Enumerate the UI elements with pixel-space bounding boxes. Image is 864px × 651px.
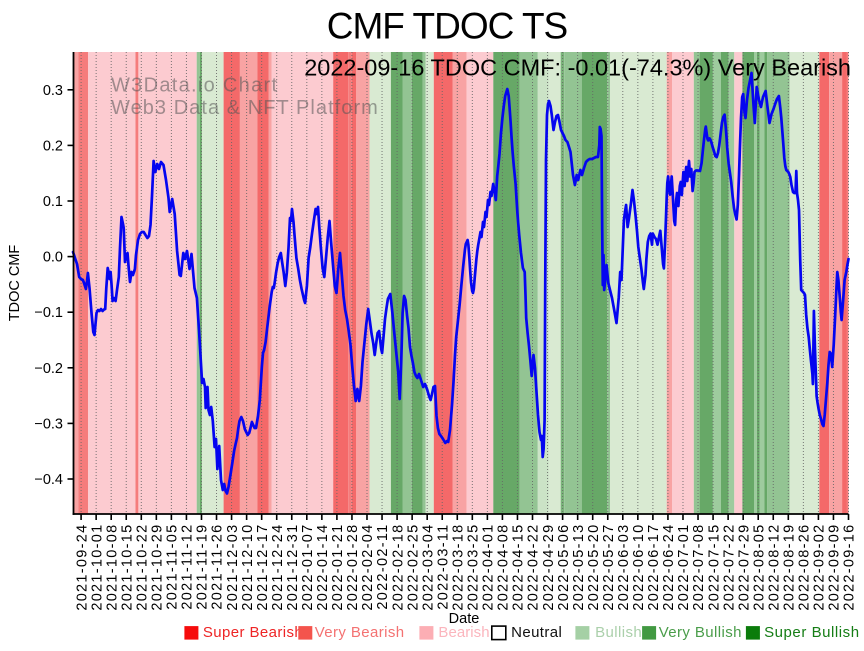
svg-text:−0.2: −0.2 — [34, 361, 63, 377]
svg-text:Neutral: Neutral — [511, 624, 562, 641]
svg-text:W3Data.io Chart: W3Data.io Chart — [111, 75, 278, 97]
svg-text:2022-08-26: 2022-08-26 — [797, 524, 813, 611]
svg-text:2022-05-06: 2022-05-06 — [556, 524, 572, 611]
svg-text:−0.4: −0.4 — [34, 472, 63, 488]
svg-text:CMF TDOC TS: CMF TDOC TS — [327, 6, 567, 47]
svg-text:2022-02-11: 2022-02-11 — [375, 524, 391, 610]
svg-text:−0.1: −0.1 — [34, 305, 63, 321]
svg-text:2022-06-03: 2022-06-03 — [616, 524, 632, 611]
svg-text:TDOC CMF: TDOC CMF — [7, 245, 23, 322]
svg-text:2022-04-15: 2022-04-15 — [511, 524, 527, 611]
svg-text:2021-12-10: 2021-12-10 — [240, 524, 256, 611]
svg-text:2022-01-07: 2022-01-07 — [300, 524, 316, 611]
svg-text:2022-09-02: 2022-09-02 — [812, 524, 828, 611]
svg-text:2022-06-17: 2022-06-17 — [646, 524, 662, 611]
svg-text:Date: Date — [449, 611, 480, 627]
svg-text:Very Bullish: Very Bullish — [659, 624, 742, 641]
svg-text:2022-06-10: 2022-06-10 — [631, 524, 647, 611]
svg-text:2022-01-14: 2022-01-14 — [315, 524, 331, 611]
svg-text:2021-11-12: 2021-11-12 — [180, 524, 196, 610]
svg-text:2022-07-15: 2022-07-15 — [706, 524, 722, 611]
svg-text:−0.3: −0.3 — [34, 416, 63, 432]
svg-text:2022-07-08: 2022-07-08 — [691, 524, 707, 611]
svg-text:0.1: 0.1 — [43, 194, 63, 210]
svg-text:2022-03-11: 2022-03-11 — [435, 524, 451, 610]
svg-text:2022-03-04: 2022-03-04 — [420, 524, 436, 611]
svg-text:2022-04-29: 2022-04-29 — [541, 524, 557, 611]
svg-text:2022-04-08: 2022-04-08 — [496, 524, 512, 611]
svg-text:2021-10-15: 2021-10-15 — [119, 524, 135, 611]
svg-text:2022-09-16 TDOC CMF: -0.01(-74: 2022-09-16 TDOC CMF: -0.01(-74.3%) Very … — [304, 55, 851, 81]
svg-text:2021-12-03: 2021-12-03 — [225, 524, 241, 611]
svg-text:2022-02-18: 2022-02-18 — [390, 524, 406, 611]
svg-text:2022-07-29: 2022-07-29 — [736, 524, 752, 611]
svg-text:2021-12-31: 2021-12-31 — [285, 524, 301, 611]
svg-text:Very Bearish: Very Bearish — [315, 624, 405, 641]
svg-text:2021-11-05: 2021-11-05 — [165, 524, 181, 610]
svg-text:2022-01-28: 2022-01-28 — [345, 524, 361, 611]
svg-text:2021-11-26: 2021-11-26 — [210, 524, 226, 610]
svg-text:Bullish: Bullish — [595, 624, 642, 641]
svg-text:2021-10-01: 2021-10-01 — [89, 524, 105, 611]
svg-text:2022-05-20: 2022-05-20 — [586, 524, 602, 611]
svg-text:2022-03-18: 2022-03-18 — [450, 524, 466, 611]
svg-text:2021-12-17: 2021-12-17 — [255, 524, 271, 611]
svg-text:0.2: 0.2 — [43, 138, 63, 154]
svg-text:2022-08-12: 2022-08-12 — [766, 524, 782, 611]
svg-text:2022-01-21: 2022-01-21 — [330, 524, 346, 611]
svg-text:2022-07-01: 2022-07-01 — [676, 524, 692, 611]
svg-text:2022-05-27: 2022-05-27 — [601, 524, 617, 611]
svg-text:0.3: 0.3 — [43, 83, 63, 99]
svg-text:Bearish: Bearish — [438, 624, 489, 641]
svg-text:Super Bullish: Super Bullish — [764, 624, 860, 641]
svg-text:2021-10-22: 2021-10-22 — [134, 524, 150, 611]
svg-text:2022-07-22: 2022-07-22 — [721, 524, 737, 611]
svg-text:2022-03-25: 2022-03-25 — [466, 524, 482, 611]
svg-text:2022-04-22: 2022-04-22 — [526, 524, 542, 611]
svg-text:2022-04-01: 2022-04-01 — [481, 524, 497, 611]
svg-text:2022-09-09: 2022-09-09 — [827, 524, 843, 611]
svg-text:Super Bearish: Super Bearish — [203, 624, 303, 641]
svg-text:2022-08-05: 2022-08-05 — [751, 524, 767, 611]
svg-text:2022-05-13: 2022-05-13 — [571, 524, 587, 611]
svg-text:0.0: 0.0 — [43, 250, 63, 266]
svg-text:2022-08-19: 2022-08-19 — [782, 524, 798, 611]
svg-text:2022-09-16: 2022-09-16 — [842, 524, 858, 611]
svg-text:2022-02-25: 2022-02-25 — [405, 524, 421, 611]
svg-text:2022-06-24: 2022-06-24 — [661, 524, 677, 611]
svg-text:Web3 Data & NFT Platform: Web3 Data & NFT Platform — [111, 97, 379, 119]
svg-text:2021-12-24: 2021-12-24 — [270, 524, 286, 611]
svg-text:2021-09-24: 2021-09-24 — [74, 524, 90, 611]
svg-text:2021-10-08: 2021-10-08 — [104, 524, 120, 611]
svg-text:2021-11-19: 2021-11-19 — [195, 524, 211, 610]
svg-text:2021-10-29: 2021-10-29 — [150, 524, 166, 611]
svg-text:2022-02-04: 2022-02-04 — [360, 524, 376, 611]
